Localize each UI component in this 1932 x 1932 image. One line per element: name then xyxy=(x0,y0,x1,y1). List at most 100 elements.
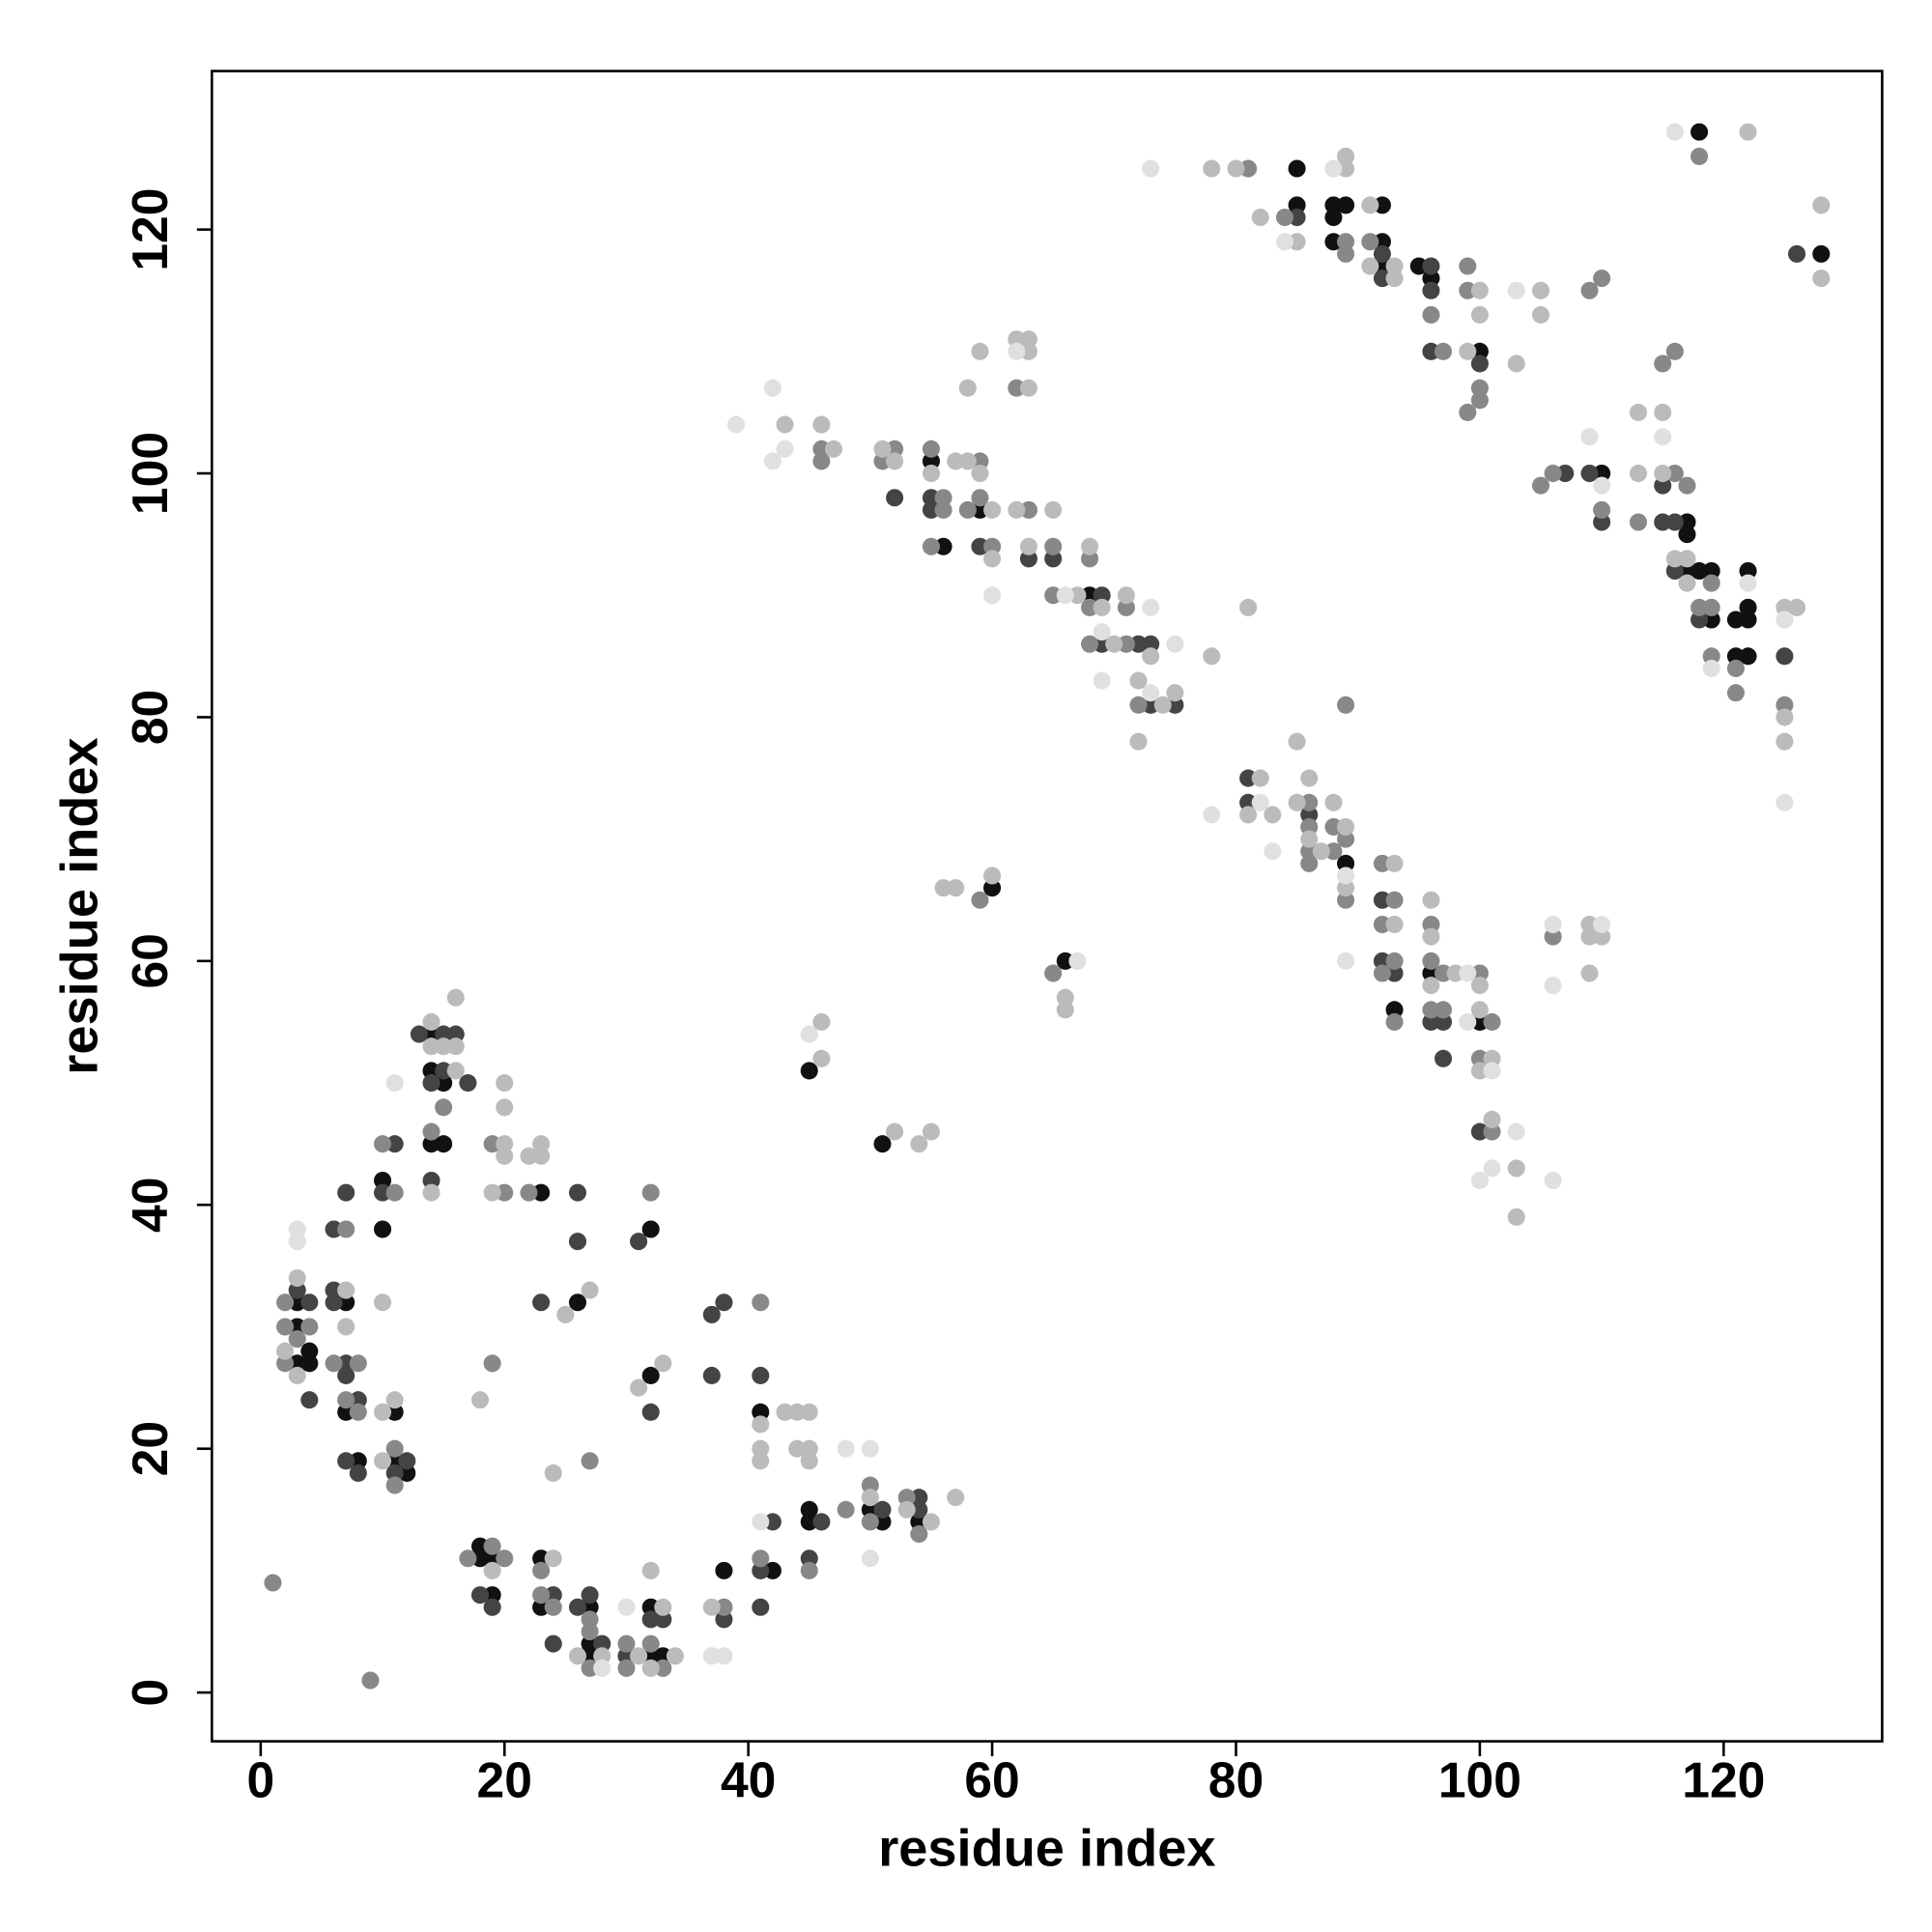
point xyxy=(520,1147,538,1165)
point xyxy=(1044,550,1063,568)
point xyxy=(1483,1049,1501,1067)
point xyxy=(641,1366,660,1384)
point xyxy=(422,1025,440,1043)
point xyxy=(1470,1171,1489,1190)
point xyxy=(1288,196,1306,214)
point xyxy=(496,1183,514,1202)
point xyxy=(1300,793,1319,811)
point xyxy=(1312,842,1330,861)
point xyxy=(1044,964,1063,982)
point xyxy=(422,1037,440,1056)
point xyxy=(374,1220,392,1238)
point xyxy=(1556,464,1575,483)
point xyxy=(1812,244,1831,263)
point xyxy=(1008,379,1026,397)
point xyxy=(337,1318,355,1336)
point xyxy=(1580,428,1599,446)
point xyxy=(630,1233,648,1251)
point xyxy=(1008,330,1026,349)
point xyxy=(1129,732,1148,751)
point xyxy=(1629,464,1648,483)
point xyxy=(1483,1122,1501,1141)
point xyxy=(1593,464,1611,483)
point xyxy=(873,440,892,458)
point xyxy=(422,1171,440,1190)
point xyxy=(581,1659,599,1677)
point xyxy=(971,891,989,909)
point xyxy=(800,1500,818,1519)
point xyxy=(337,1391,355,1409)
point xyxy=(532,1561,551,1579)
point xyxy=(1654,403,1672,421)
point xyxy=(1665,464,1684,483)
point xyxy=(325,1354,343,1373)
point xyxy=(1129,671,1148,690)
point xyxy=(752,1293,770,1312)
point xyxy=(1459,403,1477,421)
point xyxy=(1019,500,1037,519)
point xyxy=(1337,196,1355,214)
point xyxy=(1361,257,1379,275)
point xyxy=(727,415,746,434)
point xyxy=(752,1549,770,1568)
point xyxy=(1337,891,1355,909)
point xyxy=(483,1549,501,1568)
point xyxy=(1068,586,1087,605)
point xyxy=(544,1586,562,1605)
point xyxy=(812,415,831,434)
point xyxy=(1678,550,1696,568)
point xyxy=(1446,964,1464,982)
point xyxy=(1288,793,1306,811)
point xyxy=(910,1513,928,1531)
point xyxy=(1264,806,1282,824)
point xyxy=(1422,891,1440,909)
point xyxy=(654,1659,672,1677)
point xyxy=(385,1183,404,1202)
point xyxy=(1702,598,1720,616)
point xyxy=(1422,977,1440,995)
point xyxy=(483,1354,501,1373)
point xyxy=(776,415,794,434)
y-tick-label: 40 xyxy=(122,1178,178,1233)
point xyxy=(983,879,1002,897)
point xyxy=(1385,270,1404,288)
point xyxy=(288,1220,306,1238)
point xyxy=(824,440,843,458)
point xyxy=(922,452,941,470)
point xyxy=(702,1647,721,1665)
point xyxy=(1203,159,1221,178)
point xyxy=(532,1598,551,1616)
point xyxy=(1056,1001,1074,1019)
point xyxy=(1166,635,1184,653)
point xyxy=(446,988,465,1007)
point xyxy=(385,1403,404,1421)
point xyxy=(641,1183,660,1202)
point xyxy=(617,1659,636,1677)
point xyxy=(1470,355,1489,373)
point xyxy=(470,1537,490,1555)
point xyxy=(470,1391,490,1409)
point xyxy=(374,1171,392,1190)
point xyxy=(1093,598,1111,616)
point xyxy=(1702,574,1720,592)
point xyxy=(1166,684,1184,702)
point xyxy=(1422,342,1440,360)
point xyxy=(1739,574,1757,592)
point xyxy=(1385,1001,1404,1019)
point xyxy=(1093,635,1111,653)
point xyxy=(422,1062,440,1080)
point xyxy=(983,537,1002,555)
point xyxy=(581,1622,599,1641)
point xyxy=(1702,647,1720,666)
point xyxy=(1008,342,1026,360)
point xyxy=(581,1634,599,1653)
point xyxy=(385,1452,404,1470)
point xyxy=(1081,550,1099,568)
point xyxy=(910,1135,928,1153)
point xyxy=(983,500,1002,519)
point xyxy=(1690,598,1709,616)
point xyxy=(1678,526,1696,544)
point xyxy=(1593,270,1611,288)
point xyxy=(1435,1049,1453,1067)
point xyxy=(1580,927,1599,946)
